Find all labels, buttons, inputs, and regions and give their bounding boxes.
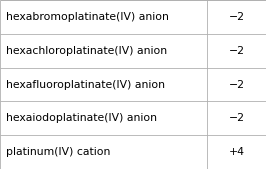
Text: −2: −2: [229, 12, 245, 22]
Text: platinum(IV) cation: platinum(IV) cation: [6, 147, 110, 157]
Text: hexachloroplatinate(IV) anion: hexachloroplatinate(IV) anion: [6, 46, 167, 56]
Text: +4: +4: [229, 147, 245, 157]
Text: −2: −2: [229, 46, 245, 56]
Bar: [0, 68, 266, 101]
Text: hexabromoplatinate(IV) anion: hexabromoplatinate(IV) anion: [6, 12, 169, 22]
Bar: [0, 0, 266, 34]
Bar: [0, 101, 266, 135]
Text: −2: −2: [229, 79, 245, 90]
Bar: [0, 34, 266, 68]
Text: hexaiodoplatinate(IV) anion: hexaiodoplatinate(IV) anion: [6, 113, 157, 123]
Text: hexafluoroplatinate(IV) anion: hexafluoroplatinate(IV) anion: [6, 79, 165, 90]
Bar: [0, 135, 266, 169]
Text: −2: −2: [229, 113, 245, 123]
